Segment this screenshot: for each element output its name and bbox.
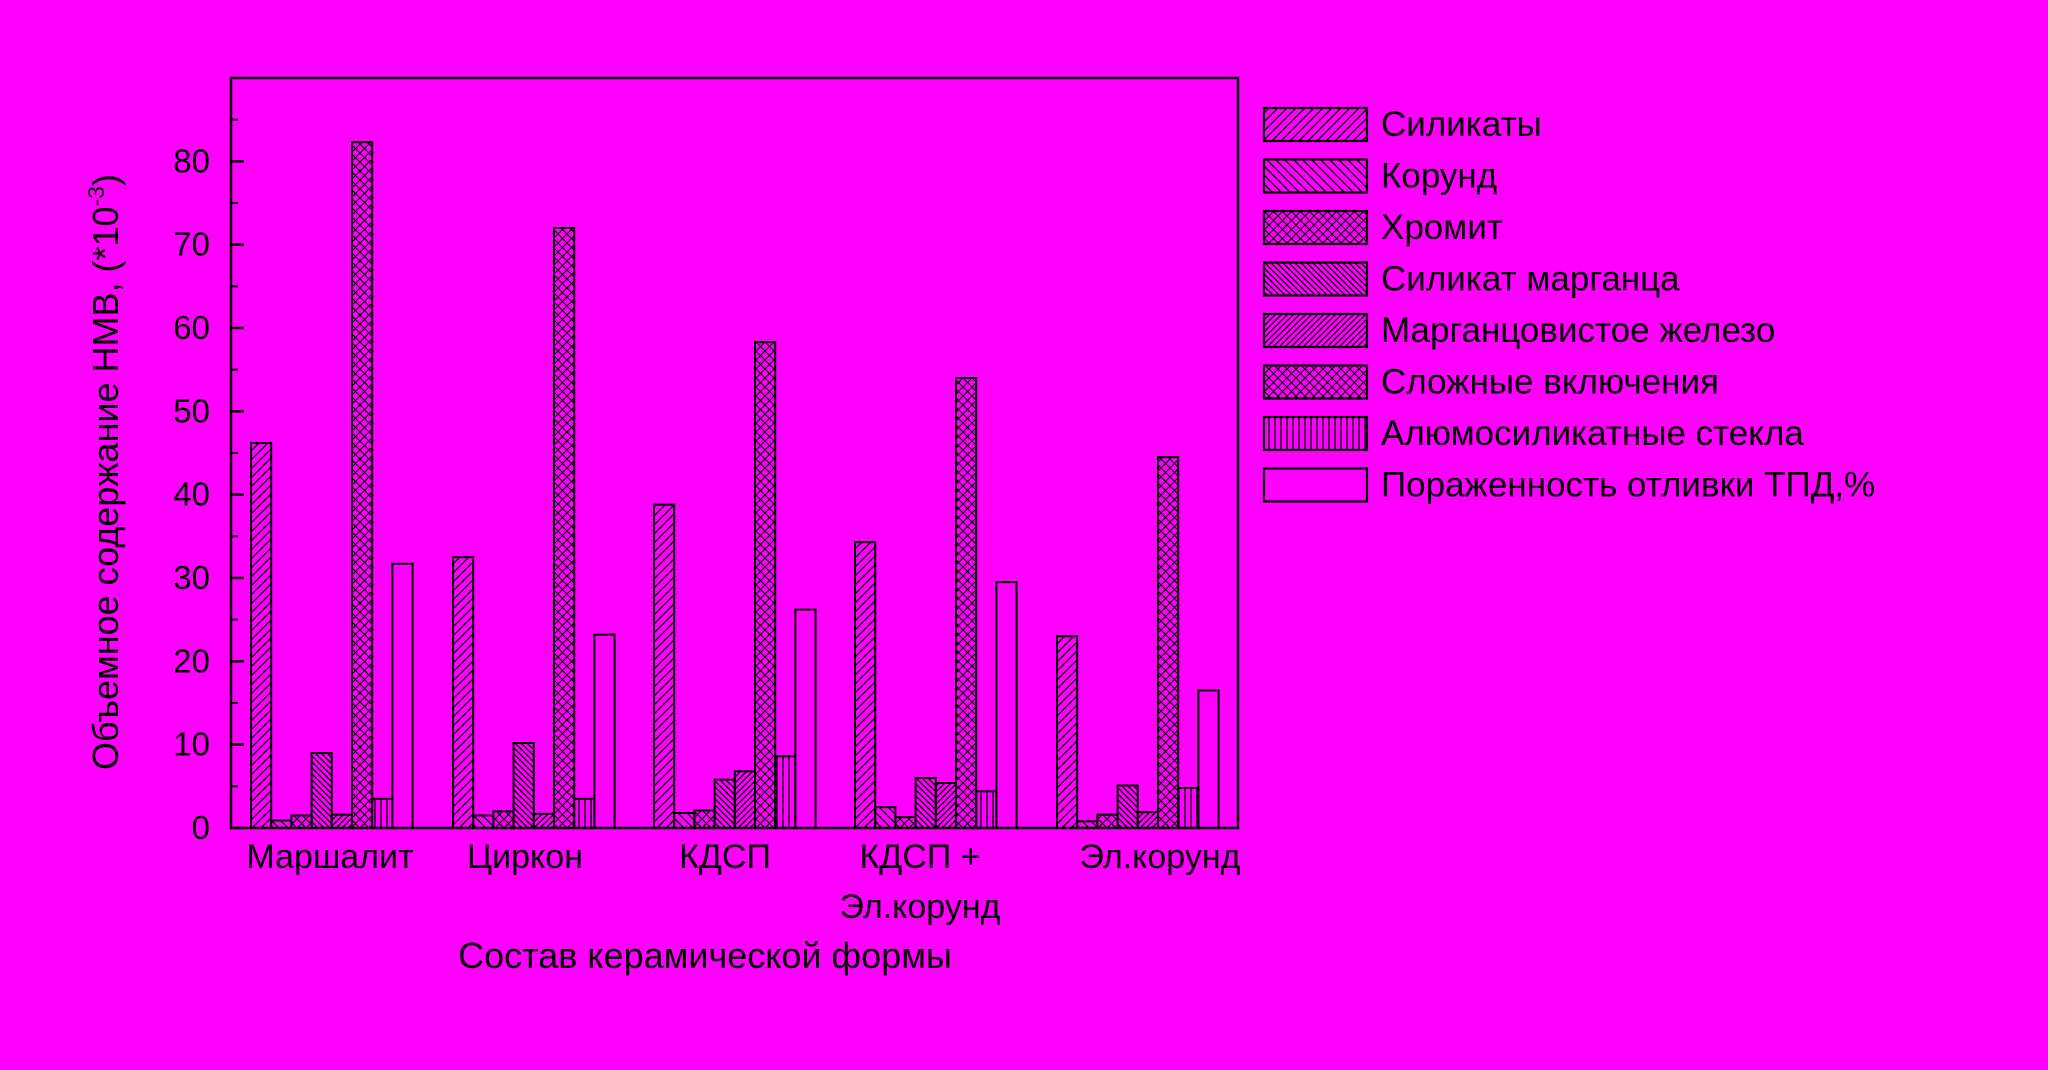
bar-7-4 <box>975 790 998 829</box>
bar-7-2 <box>573 797 596 829</box>
bar-8-4 <box>995 581 1018 830</box>
bar-3-5 <box>1096 813 1119 830</box>
bar-2-4 <box>874 806 897 830</box>
bar-7-1 <box>371 797 394 829</box>
bar-4-1 <box>310 752 333 829</box>
x-axis: Маршалит Циркон КДСП КДСП + Эл.корунд Эл.кору… <box>246 838 1240 926</box>
bar-3-4 <box>894 816 917 830</box>
bar-2-2 <box>472 814 495 829</box>
y-tick-label: 80 <box>173 142 210 179</box>
legend-swatch <box>1262 467 1369 503</box>
bar-3-3 <box>693 809 716 829</box>
bar-1-4 <box>854 541 877 830</box>
y-tick-label: 0 <box>192 809 210 846</box>
legend-label: Марганцовистое железо <box>1381 311 1775 350</box>
legend-swatch <box>1262 312 1369 349</box>
bar-5-3 <box>733 770 756 829</box>
legend-swatch <box>1262 158 1369 194</box>
y-tick-label: 50 <box>173 392 210 429</box>
x-tick-label: КДСП <box>679 838 771 876</box>
legend-label: Алюмосиликатные стекла <box>1381 414 1804 453</box>
y-tick-label: 70 <box>173 226 210 263</box>
bar-3-2 <box>492 810 515 829</box>
bar-5-5 <box>1136 811 1160 830</box>
legend-swatch <box>1262 209 1369 246</box>
bar-6-3 <box>754 341 777 829</box>
x-tick-label: Маршалит <box>246 838 413 876</box>
bar-4-5 <box>1116 784 1139 829</box>
legend-swatch <box>1262 364 1369 400</box>
legend-label: Хромит <box>1381 208 1503 247</box>
bar-5-1 <box>330 813 353 830</box>
legend-label: Сложные включения <box>1381 363 1719 402</box>
y-tick-label: 30 <box>173 559 210 596</box>
bar-6-1 <box>351 141 374 829</box>
legend: Силикаты Корунд Хромит Силикат марганца Марг… <box>1262 105 1875 505</box>
bar-6-4 <box>955 377 978 829</box>
y-axis-title-main: Объемное содержание НМВ, (*10 <box>85 206 126 769</box>
bar-4-4 <box>914 777 937 829</box>
bar-7-3 <box>774 755 797 829</box>
y-axis-title-superscript: -3 <box>83 186 109 206</box>
bar-8-2 <box>593 633 616 830</box>
y-axis: 0 10 20 30 40 50 60 70 80 <box>173 118 244 846</box>
legend-label: Силикат марганца <box>1381 260 1680 299</box>
bar-6-2 <box>553 227 576 829</box>
bar-1-2 <box>452 556 475 830</box>
bar-8-3 <box>794 608 817 830</box>
legend-label: Пораженность отливки ТПД,% <box>1381 466 1875 505</box>
plot-frame <box>229 76 1240 830</box>
bars <box>250 141 1220 830</box>
x-axis-title: Состав керамической формы <box>458 935 952 976</box>
bar-8-1 <box>391 562 414 829</box>
y-tick-label: 20 <box>173 642 210 679</box>
y-axis-title-suffix: ) <box>85 174 126 186</box>
bar-5-2 <box>532 812 555 829</box>
legend-swatch <box>1262 415 1369 452</box>
y-tick-label: 10 <box>173 726 210 763</box>
bar-1-5 <box>1056 635 1079 829</box>
legend-swatch <box>1262 261 1369 297</box>
x-tick-label: Эл.корунд <box>840 888 1001 926</box>
x-tick-label: Циркон <box>467 838 583 876</box>
y-axis-title: Объемное содержание НМВ, (*10-3) <box>83 174 126 770</box>
bar-1-3 <box>653 503 676 829</box>
legend-label: Корунд <box>1381 157 1497 196</box>
bar-4-3 <box>713 778 736 830</box>
x-tick-label: КДСП + <box>859 838 980 876</box>
bar-6-5 <box>1157 456 1180 829</box>
y-tick-label: 60 <box>173 309 210 346</box>
y-tick-label: 40 <box>173 476 210 513</box>
bar-7-5 <box>1177 787 1200 829</box>
x-tick-label: Эл.корунд <box>1080 838 1241 876</box>
bar-5-4 <box>934 782 957 829</box>
bar-8-5 <box>1197 689 1220 829</box>
bar-4-2 <box>512 742 535 829</box>
bar-3-1 <box>290 814 313 829</box>
bar-1-1 <box>250 442 273 829</box>
bar-2-3 <box>673 812 696 829</box>
legend-swatch <box>1262 106 1369 143</box>
legend-label: Силикаты <box>1381 105 1542 144</box>
